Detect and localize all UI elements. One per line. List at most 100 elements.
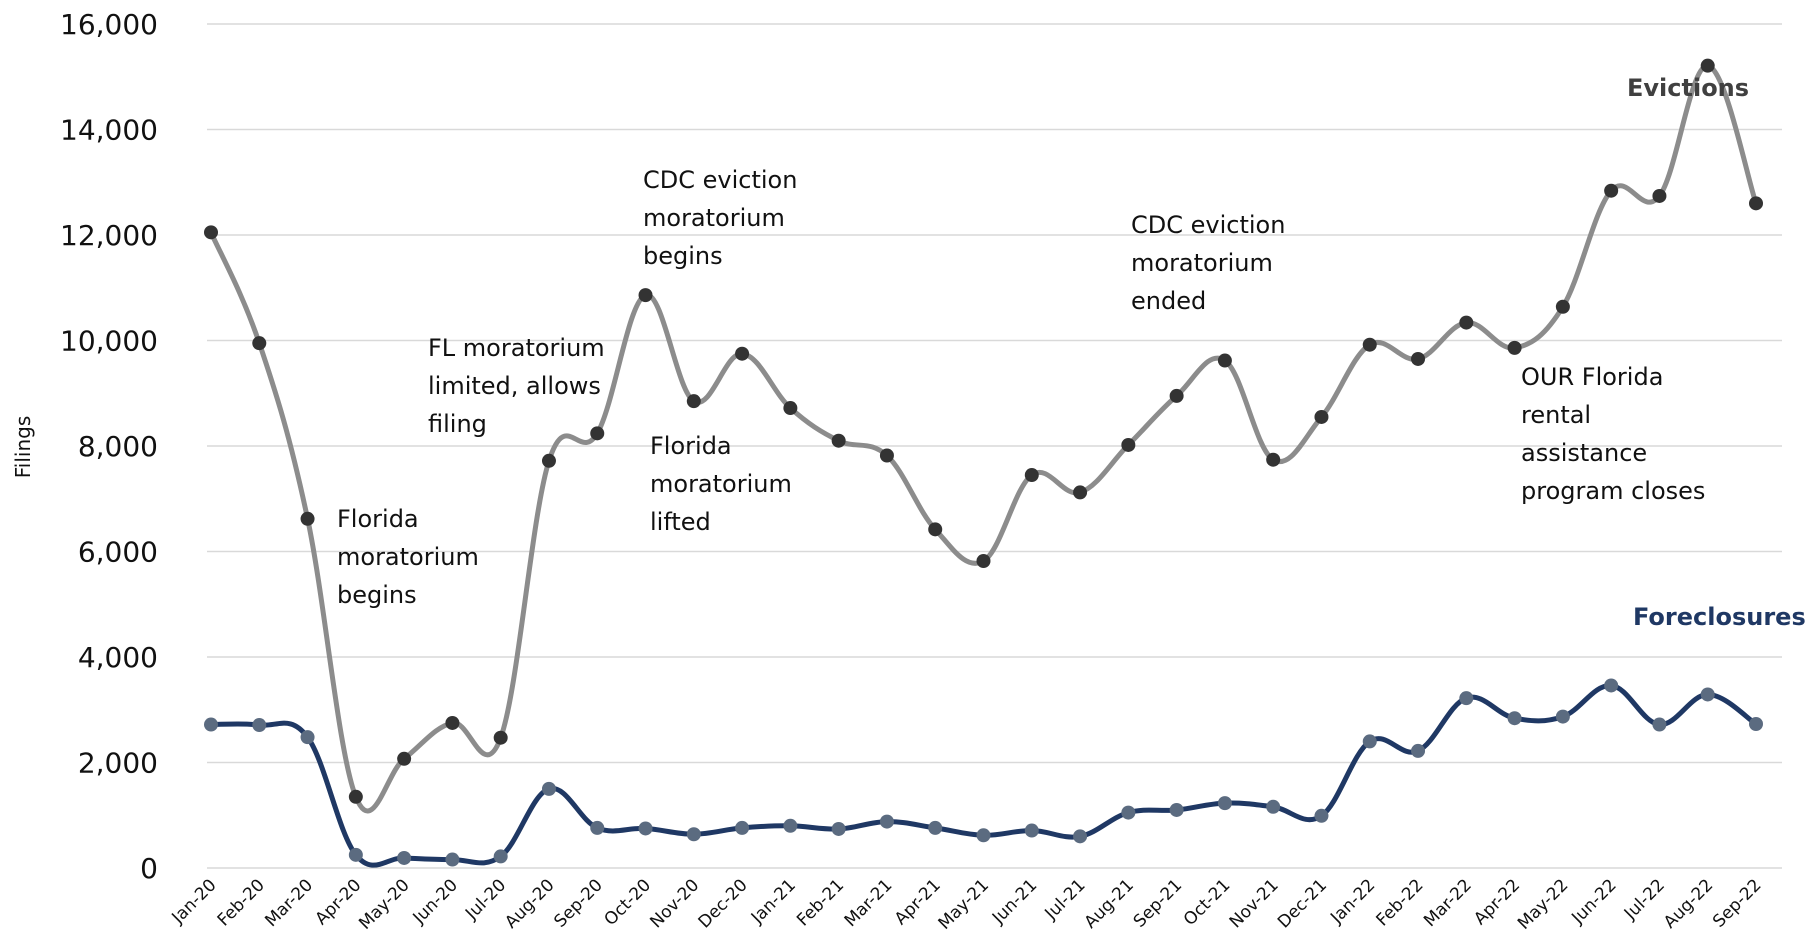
foreclosures-point [1604,678,1619,693]
evictions-point [1652,188,1667,203]
evictions-point [348,789,363,804]
foreclosures-point [1024,823,1039,838]
foreclosures-point [735,820,750,835]
x-tick-label: Mar-22 [1420,875,1476,931]
x-tick-label: Feb-21 [793,875,848,930]
foreclosures-point [204,717,218,732]
series-labels: Evictions Foreclosures [1627,74,1806,631]
series-label: Foreclosures [1633,603,1806,631]
evictions-point [1024,468,1039,483]
x-tick-label: Jun-20 [409,875,462,928]
x-tick-label: Jan-20 [168,875,221,928]
x-tick-label: May-21 [935,875,993,933]
evictions-point [1362,337,1377,352]
foreclosures-point [1073,829,1088,844]
annotation-line: Florida [337,505,419,533]
y-tick-label: 12,000 [60,219,158,252]
foreclosures-point [300,730,315,745]
foreclosures-point [1411,743,1426,758]
annotation-line: lifted [650,508,711,536]
foreclosures-point [831,821,846,836]
x-tick-label: Jan-22 [1326,875,1379,928]
evictions-point [204,225,218,240]
annotation-line: moratorium [337,543,479,571]
annotation-line: limited, allows [428,372,601,400]
annotation-line: moratorium [1131,249,1273,277]
gridlines [207,23,1782,869]
foreclosures-point [1507,711,1522,726]
evictions-point [445,715,460,730]
annotation: Florida moratorium begins [337,505,479,609]
annotation-line: filing [428,410,487,438]
x-tick-label: Feb-20 [214,875,269,930]
annotation-line: begins [643,242,723,270]
evictions-point [735,346,750,361]
evictions-point [541,453,556,468]
foreclosures-point [252,718,267,733]
evictions-point [1700,58,1715,73]
x-tick-label: Aug-20 [501,875,558,932]
foreclosures-point [445,852,460,867]
foreclosures-point [1555,709,1570,724]
y-tick-label: 8,000 [78,430,158,463]
y-tick-label: 14,000 [60,114,158,147]
x-tick-label: Aug-22 [1660,875,1717,932]
foreclosures-point [397,850,412,865]
evictions-series [204,58,1763,814]
evictions-point [879,448,894,463]
x-tick-label: Jun-21 [988,875,1041,928]
annotations: Florida moratorium begins FL moratorium limi… [337,166,1705,609]
x-tick-label: Oct-20 [600,875,655,930]
annotation: FL moratorium limited, allows filing [428,334,605,438]
x-tick-label: Dec-21 [1274,875,1331,932]
evictions-point [928,522,943,537]
foreclosures-point [1700,687,1715,702]
evictions-point [1507,340,1522,355]
y-axis-title: Filings [11,416,35,479]
evictions-point [976,553,991,568]
foreclosures-point [1459,691,1474,706]
foreclosures-point [879,814,894,829]
annotation-line: moratorium [643,204,785,232]
series-lines [204,58,1763,868]
annotation: CDC eviction moratorium begins [643,166,797,270]
foreclosures-point [638,821,653,836]
y-tick-label: 2,000 [78,747,158,780]
foreclosures-point [783,818,798,833]
evictions-point [686,394,701,409]
x-tick-label: Sep-21 [1130,875,1186,931]
x-tick-label: Mar-20 [261,875,317,931]
evictions-point [1604,183,1619,198]
y-tick-label: 6,000 [78,536,158,569]
y-tick-label: 0 [140,852,158,885]
y-tick-label: 16,000 [60,8,158,41]
evictions-point [1266,452,1281,467]
foreclosures-point [1266,799,1281,814]
foreclosures-point [1169,802,1184,817]
evictions-point [783,401,798,416]
evictions-point [493,730,508,745]
evictions-point [1749,196,1763,211]
x-tick-label: Dec-20 [695,875,752,932]
foreclosures-point [686,827,701,842]
x-tick-label: Feb-22 [1373,875,1428,930]
foreclosures-point [1749,716,1763,731]
x-tick-label: Mar-21 [841,875,897,931]
foreclosures-point [976,828,991,843]
evictions-point [1169,388,1184,403]
annotation-line: assistance [1521,439,1647,467]
foreclosures-point [1362,734,1377,749]
annotation-line: OUR Florida [1521,363,1663,391]
foreclosures-point [1217,796,1232,811]
x-tick-label: Jan-21 [747,875,800,928]
annotation-line: program closes [1521,477,1705,505]
annotation-line: CDC eviction [1131,211,1285,239]
annotation-line: moratorium [650,470,792,498]
evictions-point [1459,315,1474,330]
annotation-line: CDC eviction [643,166,797,194]
foreclosures-point [590,820,605,835]
y-tick-label: 10,000 [60,325,158,358]
annotation-line: ended [1131,287,1206,315]
